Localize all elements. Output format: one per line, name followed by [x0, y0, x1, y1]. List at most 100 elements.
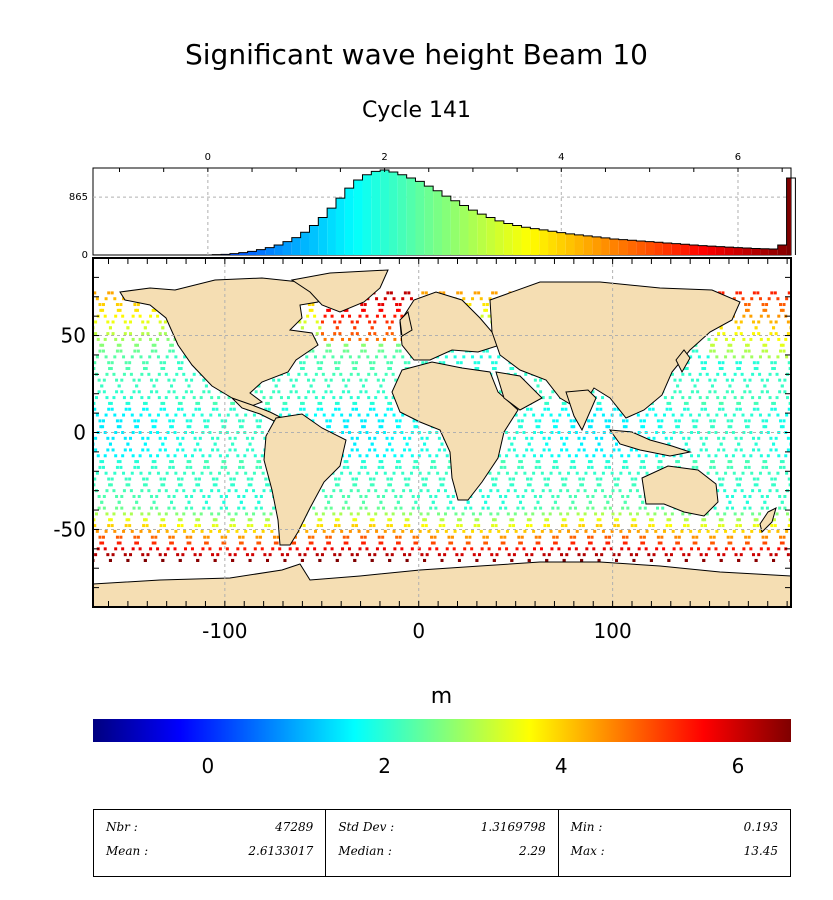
track-point [534, 535, 538, 539]
track-point [540, 471, 544, 475]
track-point [748, 378, 752, 382]
track-point [99, 308, 103, 312]
track-point [691, 349, 695, 353]
track-point [505, 547, 509, 551]
track-point [141, 553, 145, 557]
track-point [486, 506, 490, 510]
track-point [703, 401, 707, 405]
track-point [233, 553, 237, 557]
track-point [425, 448, 429, 452]
track-point [781, 460, 785, 464]
track-point [765, 535, 769, 539]
track-point [513, 489, 517, 493]
track-point [106, 320, 110, 324]
track-point [140, 372, 144, 376]
histogram-bar [459, 205, 469, 255]
track-point [679, 454, 683, 458]
track-point [139, 471, 143, 475]
track-point [361, 308, 365, 312]
track-point [483, 308, 487, 312]
median-value: 2.29 [518, 844, 546, 858]
track-point [354, 477, 358, 481]
track-point [737, 442, 741, 446]
track-point [418, 471, 422, 475]
track-point [556, 494, 560, 498]
track-point [526, 407, 530, 411]
track-point [527, 442, 531, 446]
track-point [749, 337, 753, 341]
track-point [378, 541, 382, 545]
track-point [587, 541, 591, 545]
track-point [645, 471, 649, 475]
track-point [424, 477, 428, 481]
track-point [596, 483, 600, 487]
track-point [786, 553, 790, 557]
track-point [568, 494, 572, 498]
map-grid [93, 258, 791, 607]
track-point [761, 303, 765, 307]
track-point [204, 460, 208, 464]
track-point [742, 547, 746, 551]
track-point [683, 524, 687, 528]
track-point [509, 367, 513, 371]
track-point [386, 361, 390, 365]
track-point [259, 390, 263, 394]
track-point [192, 372, 196, 376]
track-point [764, 343, 768, 347]
track-point [443, 512, 447, 516]
track-point [664, 553, 668, 557]
track-point [375, 471, 379, 475]
track-point [151, 343, 155, 347]
mean-label: Mean : [106, 844, 149, 858]
track-point [781, 308, 785, 312]
track-point [738, 291, 742, 295]
track-point [741, 529, 745, 533]
track-point [269, 512, 273, 516]
track-point [606, 500, 610, 504]
track-point [747, 465, 751, 469]
track-point [588, 500, 592, 504]
track-point [630, 477, 634, 481]
track-point [392, 297, 396, 301]
track-point [445, 454, 449, 458]
track-point [133, 465, 137, 469]
track-point [749, 431, 753, 434]
track-point [458, 518, 462, 522]
track-point [236, 454, 240, 458]
track-point [231, 518, 235, 522]
stats-column-count: Nbr :47289 Mean :2.6133017 [94, 810, 327, 876]
track-point [685, 367, 689, 371]
track-point [766, 454, 770, 458]
track-point [354, 524, 358, 528]
track-point [313, 529, 317, 533]
track-point [720, 483, 724, 487]
track-point [368, 436, 372, 440]
track-point [564, 477, 568, 481]
histogram-bar [274, 244, 283, 255]
track-point [691, 419, 695, 423]
track-point [127, 367, 131, 371]
track-point [439, 483, 443, 487]
track-point [445, 547, 449, 551]
track-point [133, 419, 137, 423]
track-point [215, 477, 219, 481]
track-point [717, 436, 721, 440]
track-point [542, 448, 546, 452]
track-point [194, 407, 198, 411]
track-point [712, 535, 716, 539]
track-point [161, 326, 165, 330]
track-point [511, 483, 515, 487]
track-point [99, 425, 103, 429]
track-point [683, 401, 687, 405]
track-point [389, 524, 393, 528]
track-point [199, 396, 203, 400]
track-point [676, 384, 680, 388]
track-point [159, 524, 163, 528]
track-point [740, 512, 744, 516]
track-point [286, 396, 290, 400]
track-point [144, 518, 148, 522]
track-point [255, 419, 259, 423]
track-point [552, 419, 556, 423]
track-point [559, 489, 563, 493]
track-point [770, 524, 774, 528]
